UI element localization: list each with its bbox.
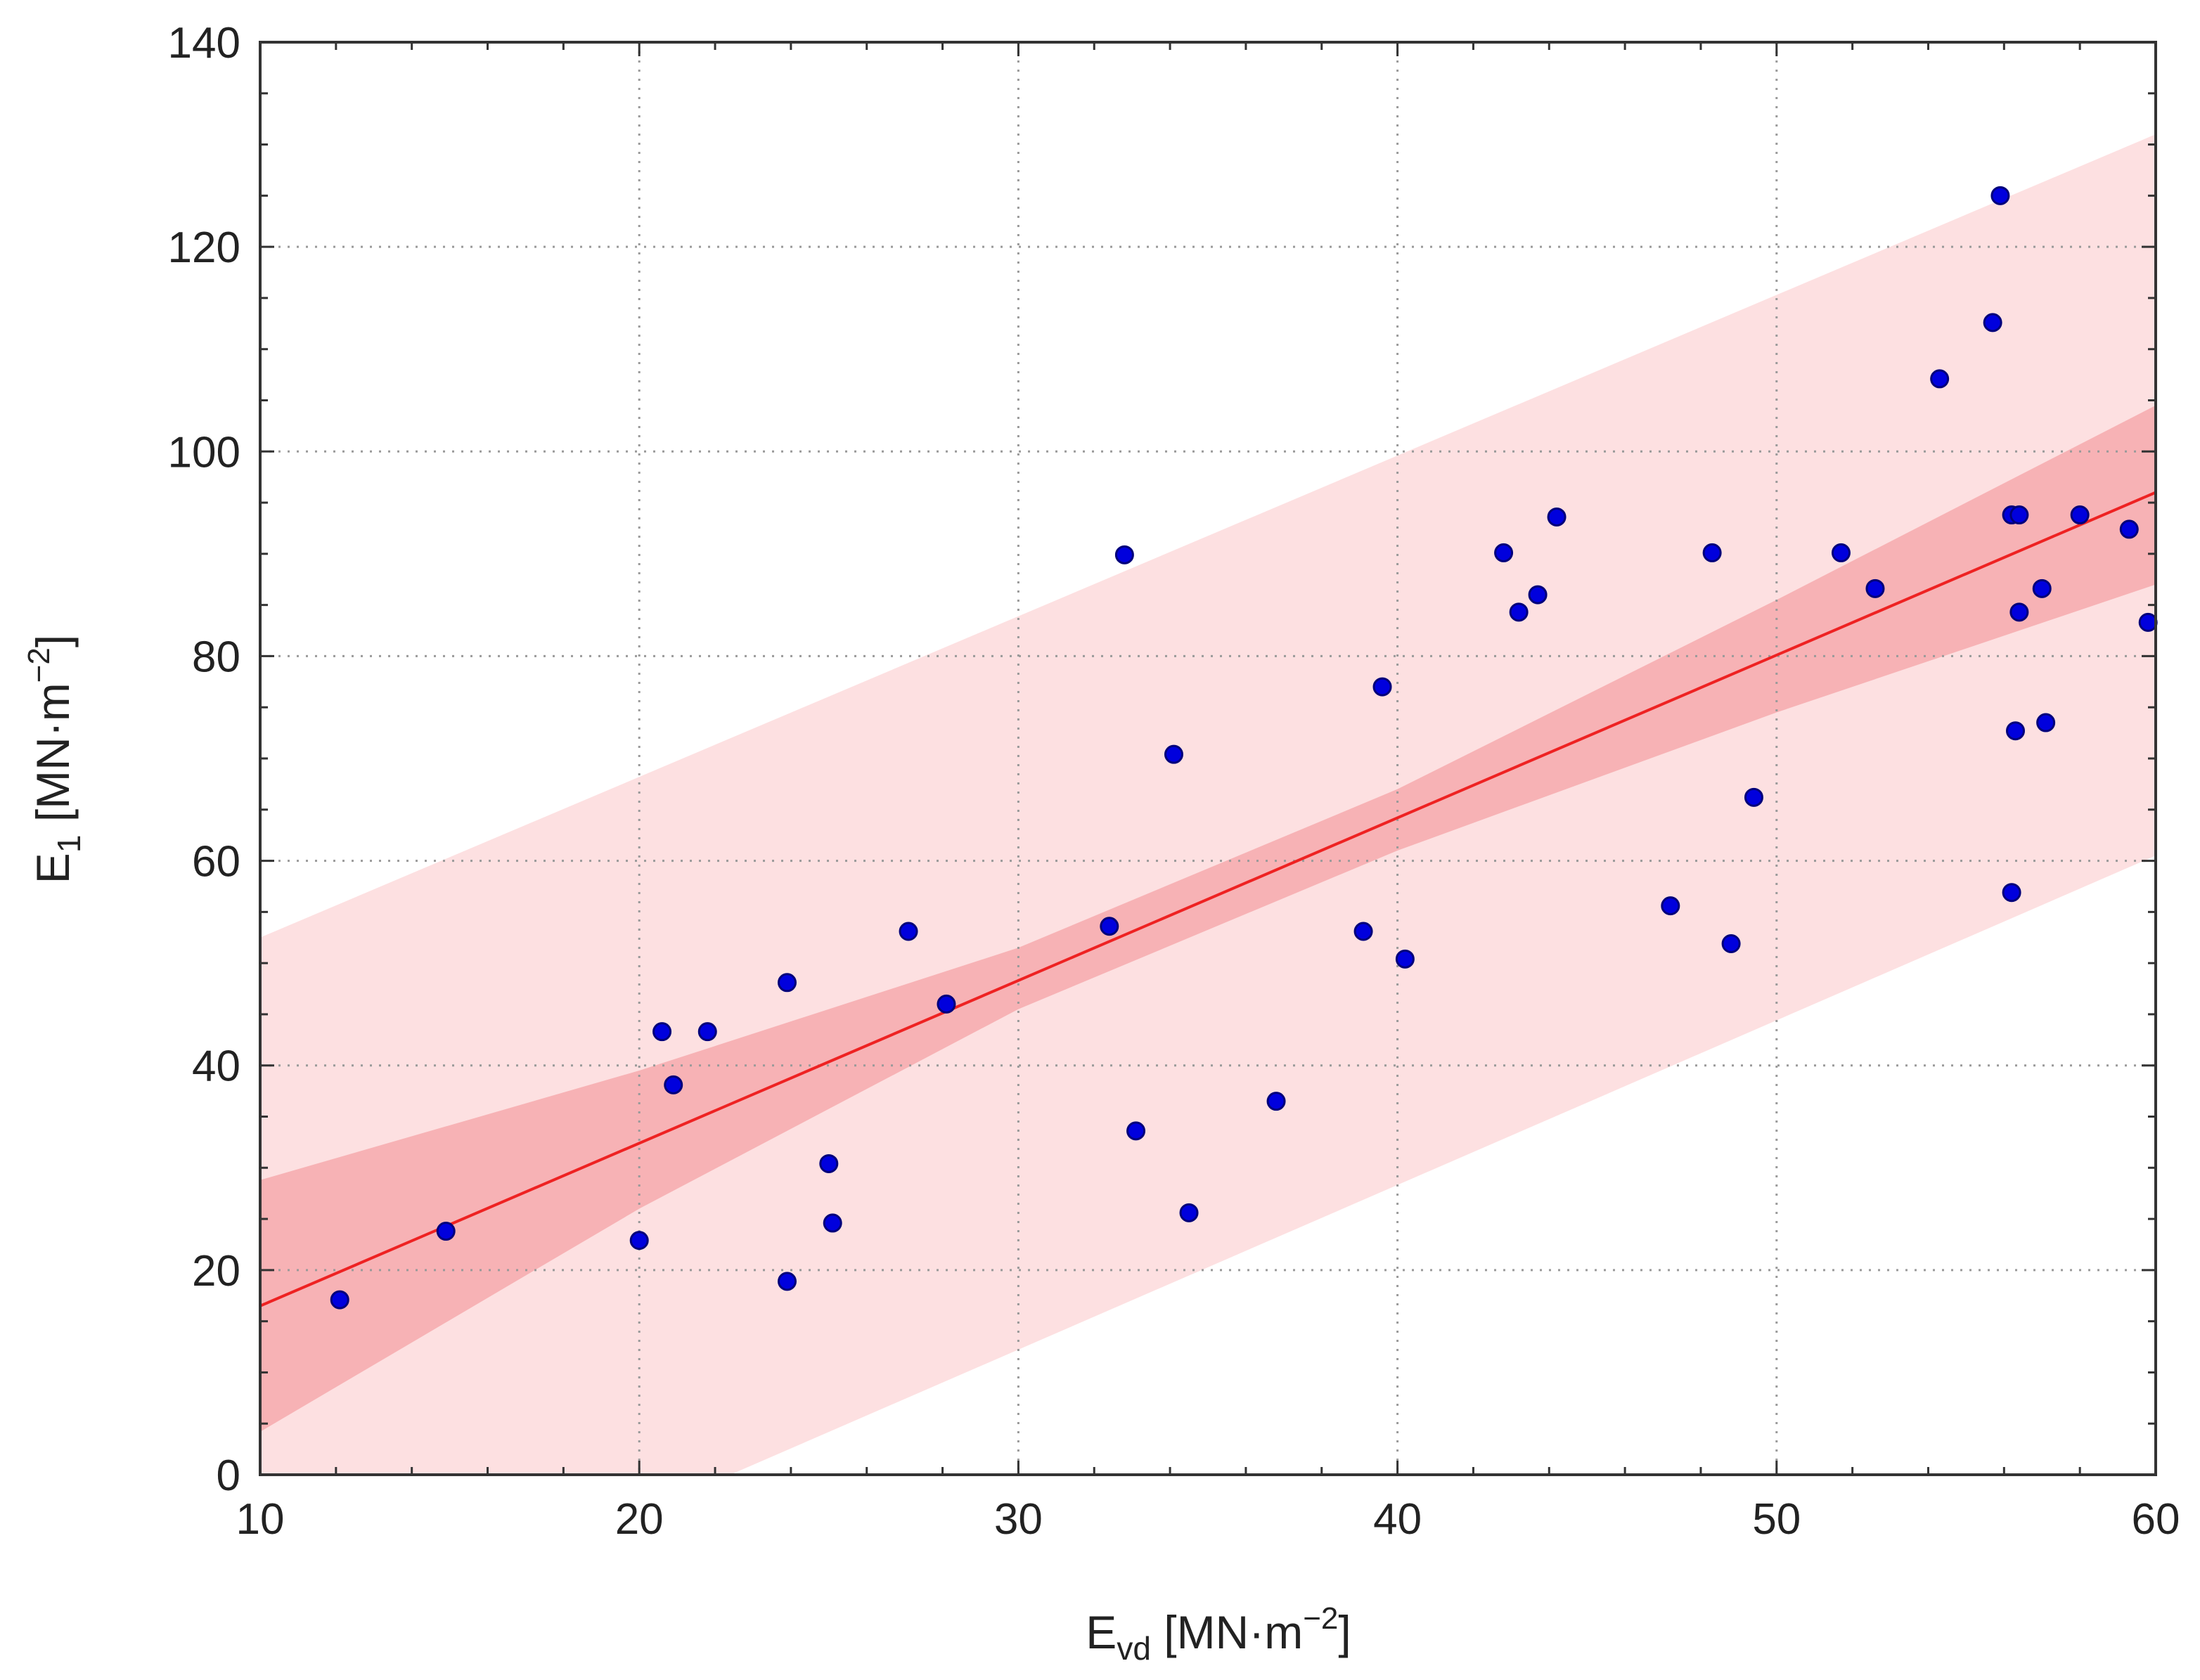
y-tick-label: 120 xyxy=(168,224,240,272)
data-point xyxy=(2009,602,2029,622)
data-point xyxy=(664,1075,683,1094)
data-point xyxy=(697,1022,717,1042)
data-point xyxy=(1865,579,1885,598)
data-point xyxy=(777,973,797,993)
data-point xyxy=(823,1213,842,1233)
data-point xyxy=(1164,744,1183,764)
y-tick-label: 140 xyxy=(168,19,240,67)
x-tick-label: 50 xyxy=(1752,1495,1801,1544)
y-tick-label: 60 xyxy=(192,838,240,886)
y-axis-title: E1 [MN·m−2] xyxy=(22,635,87,884)
y-tick-label: 100 xyxy=(168,428,240,477)
data-point xyxy=(629,1231,649,1251)
data-point xyxy=(1744,787,1763,807)
data-point xyxy=(1395,949,1415,969)
x-tick-label: 40 xyxy=(1373,1495,1422,1544)
data-point xyxy=(1266,1092,1286,1111)
data-point xyxy=(899,922,918,941)
data-point xyxy=(2032,579,2052,598)
data-point xyxy=(1353,922,1373,941)
data-point xyxy=(1509,602,1529,622)
data-point xyxy=(1100,917,1119,936)
data-point xyxy=(1372,677,1392,697)
data-point xyxy=(1930,369,1950,389)
confidence-band xyxy=(260,405,2156,1432)
data-point xyxy=(937,994,956,1014)
data-point xyxy=(1114,545,1134,564)
x-tick-label: 60 xyxy=(2132,1495,2180,1544)
data-point xyxy=(1831,543,1851,562)
data-point xyxy=(652,1022,672,1042)
data-point xyxy=(2119,519,2139,539)
y-tick-label: 20 xyxy=(192,1247,240,1295)
data-point xyxy=(436,1222,456,1241)
data-point xyxy=(2002,883,2021,903)
data-point xyxy=(2009,505,2029,525)
data-point xyxy=(1661,896,1680,916)
x-axis-title: Evd [MN·m−2] xyxy=(1086,1601,1351,1667)
data-point xyxy=(1721,933,1741,953)
regression-line xyxy=(260,491,2156,1307)
data-point xyxy=(1126,1121,1146,1141)
data-point xyxy=(2005,721,2025,741)
data-point xyxy=(777,1272,797,1291)
x-tick-label: 10 xyxy=(236,1495,285,1544)
data-point xyxy=(1702,543,1722,562)
y-tick-label: 0 xyxy=(217,1452,240,1500)
data-point xyxy=(2070,505,2090,525)
y-tick-label: 80 xyxy=(192,633,240,681)
data-point xyxy=(1547,507,1567,526)
data-point xyxy=(819,1154,839,1173)
data-point xyxy=(330,1290,349,1310)
y-tick-label: 40 xyxy=(192,1042,240,1091)
data-point xyxy=(2138,612,2158,632)
data-point xyxy=(1990,186,2010,205)
data-point xyxy=(1528,585,1548,605)
data-point xyxy=(1494,543,1514,562)
data-point xyxy=(1179,1203,1199,1222)
data-point xyxy=(2036,713,2056,732)
x-tick-label: 20 xyxy=(615,1495,664,1544)
x-tick-label: 30 xyxy=(994,1495,1043,1544)
data-point xyxy=(1983,313,2002,332)
